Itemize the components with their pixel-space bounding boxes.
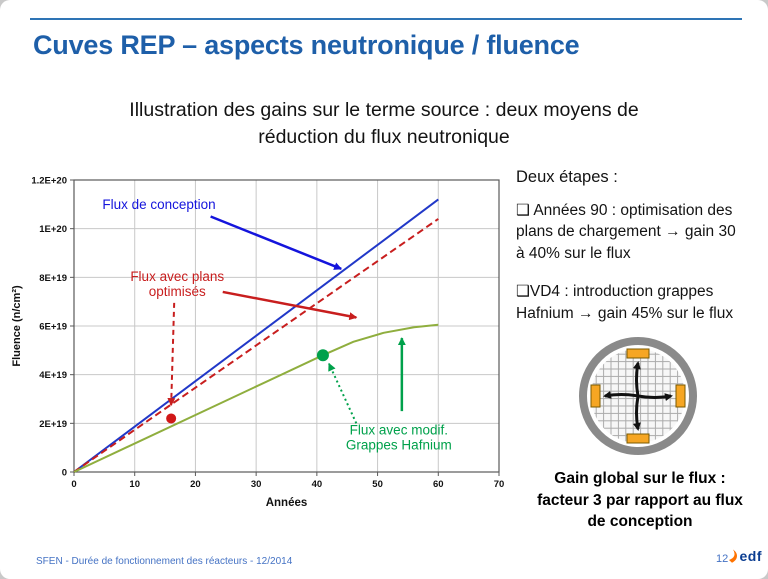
right-panel: Deux étapes : ❑ Années 90 : optimisation…: [516, 168, 766, 341]
label-flux-conception: Flux de conception: [102, 197, 215, 212]
label-flux-grappes-hafnium: Flux avec modif. Grappes Hafnium: [346, 422, 452, 452]
chart-y-tick-labels: 0 2E+19 4E+19 6E+19 8E+19 1E+20 1.2E+20: [31, 176, 67, 479]
svg-text:6E+19: 6E+19: [39, 322, 67, 333]
svg-text:40: 40: [312, 479, 323, 490]
series-flux-conception: [73, 198, 439, 473]
svg-text:1E+20: 1E+20: [39, 224, 67, 235]
label-flux-plans-optimises: Flux avec plans optimisés: [130, 269, 224, 299]
svg-text:50: 50: [372, 479, 383, 490]
flux-direction-arrows: [603, 361, 673, 431]
series-flux-grappes-hafnium: [73, 323, 439, 473]
edf-logo-text: edf: [739, 548, 762, 564]
slide-subtitle: Illustration des gains sur le terme sour…: [129, 99, 639, 148]
title-divider: [30, 18, 742, 20]
svg-text:70: 70: [494, 479, 505, 490]
edf-flame-icon: [728, 549, 737, 563]
marker-start-plans-optimises: [166, 413, 177, 424]
svg-text:0: 0: [62, 468, 67, 479]
chart-x-tick-labels: 0 10 20 30 40 50 60 70: [71, 479, 504, 490]
bullet-annees-90: ❑ Années 90 : optimisation des plans de …: [516, 202, 736, 262]
edf-logo: edf: [726, 548, 763, 564]
series-flux-plans-optimises: [73, 218, 439, 473]
svg-text:10: 10: [129, 479, 140, 490]
svg-text:8E+19: 8E+19: [39, 273, 67, 284]
fluence-chart: Flux de conception Flux avec plans optimis…: [11, 176, 504, 510]
chart-series: [73, 198, 439, 473]
svg-text:20: 20: [190, 479, 201, 490]
bullet-vd4: ❑VD4 : introduction grappes Hafnium → ga…: [516, 283, 734, 322]
slide-title: Cuves REP – aspects neutronique / fluenc…: [33, 30, 580, 60]
chart-ticks: [70, 179, 500, 476]
hafnium-assembly-markers: [590, 348, 686, 444]
marker-start-grappes-hafnium: [316, 349, 329, 362]
svg-text:2E+19: 2E+19: [39, 419, 67, 430]
svg-text:1.2E+20: 1.2E+20: [31, 176, 67, 187]
page-number: 12: [716, 553, 729, 565]
svg-text:60: 60: [433, 479, 444, 490]
chart-annotation-arrows: [167, 215, 406, 424]
chart-annotations: Flux de conception Flux avec plans optimis…: [102, 197, 451, 452]
steps-heading: Deux étapes :: [516, 168, 618, 186]
chart-y-axis-label: Fluence (n/cm²): [11, 285, 23, 367]
chart-x-axis-label: Années: [266, 497, 308, 509]
footer-text: SFEN - Durée de fonctionnement des réact…: [36, 556, 293, 567]
chart-point-markers: [166, 349, 329, 424]
gain-caption: Gain global sur le flux : facteur 3 par …: [537, 470, 743, 531]
svg-text:30: 30: [251, 479, 262, 490]
reactor-core-diagram: [579, 337, 697, 455]
svg-text:4E+19: 4E+19: [39, 370, 67, 381]
svg-text:0: 0: [71, 479, 76, 490]
